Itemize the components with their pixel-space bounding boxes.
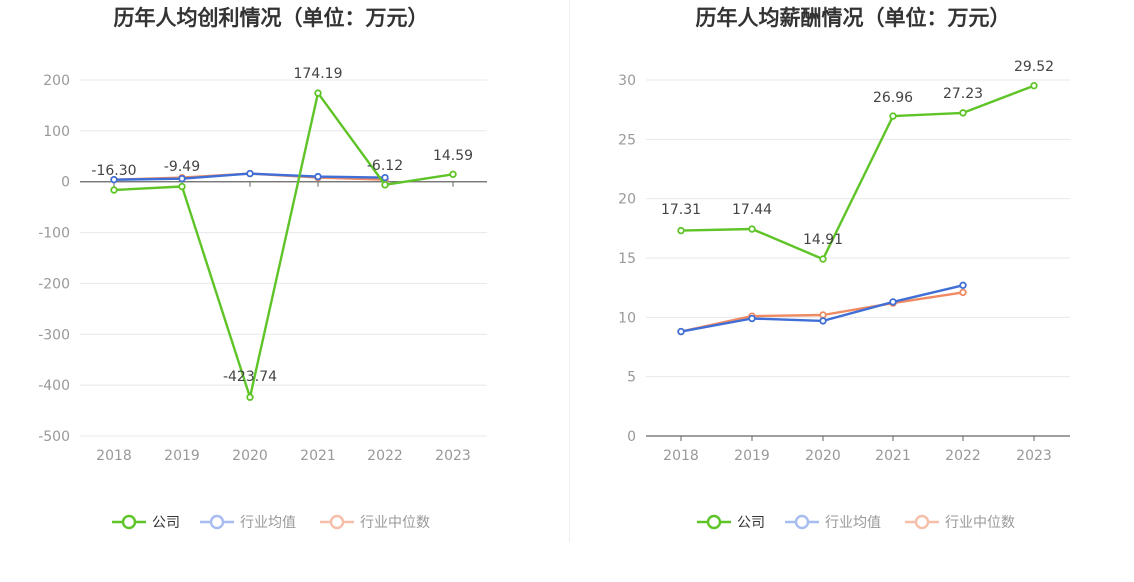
data-label: 174.19 [294,66,343,82]
data-point-1 [889,298,897,306]
x-tick-label: 2019 [734,448,770,464]
legend-item: 公司 [112,514,180,531]
y-tick-label: 10 [618,310,636,326]
x-tick-label: 2022 [367,448,403,464]
chart-title: 历年人均创利情况（单位：万元） [114,6,429,30]
data-point-0 [178,182,186,191]
legend-label: 行业中位数 [945,515,1015,531]
data-point-0 [110,186,118,194]
y-tick-label: -300 [38,327,70,343]
data-point-0 [314,89,322,97]
x-tick-label: 2018 [96,448,132,464]
y-tick-label: 0 [627,429,636,445]
legend-item: 行业均值 [785,514,881,531]
y-tick-label: 15 [618,251,636,267]
x-tick-label: 2023 [435,448,471,464]
x-tick-label: 2018 [663,448,699,464]
legend-marker [914,514,930,530]
data-label: 17.31 [661,202,701,218]
legend-label: 行业均值 [825,515,881,531]
y-tick-label: -500 [38,429,70,445]
legend-item: 公司 [697,514,765,531]
series-line-1 [680,284,964,333]
series-line-0 [680,84,1035,261]
legend-item: 行业中位数 [905,514,1015,531]
data-label: -9.49 [164,159,200,175]
data-label: -16.30 [91,163,136,179]
data-point-2 [819,311,827,319]
data-point-1 [381,173,389,182]
data-label: 14.91 [803,232,843,248]
data-label: 26.96 [873,90,913,106]
y-tick-label: -200 [38,276,70,292]
data-point-1 [314,172,322,181]
x-tick-label: 2020 [805,448,841,464]
data-point-0 [381,181,389,189]
legend-item: 行业均值 [200,514,296,531]
y-tick-label: 25 [618,132,636,148]
data-point-1 [748,314,756,323]
data-point-0 [819,255,827,263]
data-label: 29.52 [1014,59,1054,75]
data-point-0 [449,170,457,178]
y-tick-label: 30 [618,73,636,89]
x-tick-label: 2021 [300,448,336,464]
series-line-0 [113,91,454,399]
legend-item: 行业中位数 [320,514,430,531]
legend-label: 公司 [152,515,180,531]
legend-marker [329,514,345,530]
data-label: 17.44 [732,202,772,218]
legend-label: 行业中位数 [360,515,430,531]
data-label: -423.74 [223,369,277,385]
profit-chart-panel: 历年人均创利情况（单位：万元） 200 100 0 -100 -200 -300 -400 -5… [38,6,487,531]
y-tick-label: 5 [627,370,636,386]
data-label: 14.59 [433,148,473,164]
data-label: -6.12 [367,158,403,174]
data-point-1 [959,281,967,289]
data-point-1 [677,327,685,336]
data-point-2 [959,288,967,297]
data-point-0 [959,109,967,117]
x-tick-label: 2019 [164,448,200,464]
y-tick-label: 0 [61,175,70,191]
data-point-1 [246,169,254,178]
legend-marker [209,514,225,530]
data-point-0 [748,225,756,233]
data-label: 27.23 [943,86,983,102]
data-point-0 [246,393,254,401]
data-point-0 [677,226,685,235]
data-point-1 [819,317,827,325]
y-tick-label: -400 [38,378,70,394]
legend-marker [706,514,722,530]
data-point-0 [1030,81,1038,90]
legend-marker [121,514,137,530]
y-tick-label: -100 [38,226,70,242]
legend-marker [794,514,810,530]
y-tick-label: 100 [43,124,70,140]
y-tick-label: 20 [618,192,636,208]
y-tick-label: 200 [43,73,70,89]
x-tick-label: 2023 [1016,448,1052,464]
data-point-0 [889,112,897,120]
data-point-1 [178,174,186,183]
x-tick-label: 2020 [232,448,268,464]
x-tick-label: 2022 [945,448,981,464]
x-tick-label: 2021 [875,448,911,464]
chart-title: 历年人均薪酬情况（单位：万元） [696,6,1011,30]
salary-chart-panel: 历年人均薪酬情况（单位：万元） 30 25 20 15 10 5 0 2018 2019 2020 2… [618,6,1070,531]
legend-label: 公司 [737,515,765,531]
panel-divider [569,0,570,542]
legend-label: 行业均值 [240,515,296,531]
data-point-1 [110,175,118,184]
